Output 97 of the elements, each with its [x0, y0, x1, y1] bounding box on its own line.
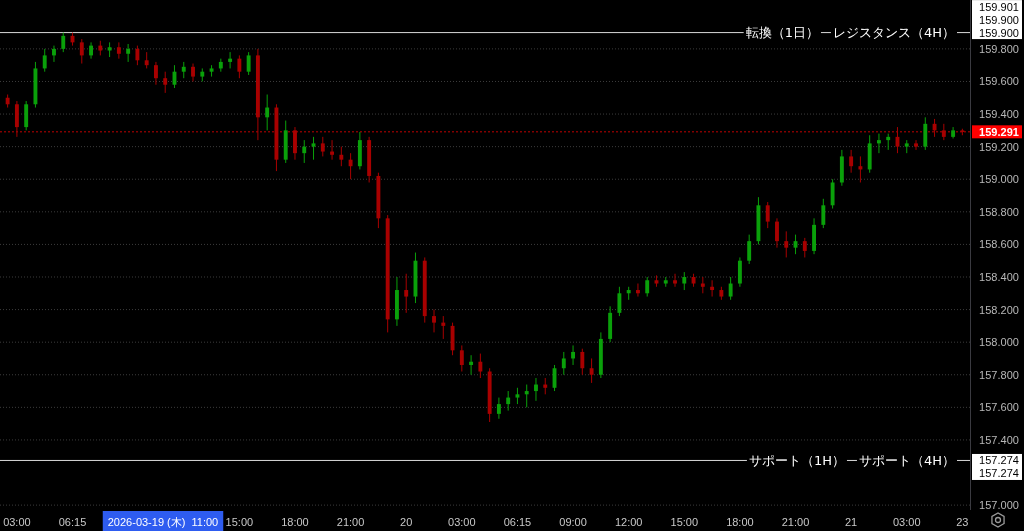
candlestick [580, 348, 585, 376]
candlestick [506, 390, 511, 412]
x-tick-label: 20 [400, 515, 413, 528]
candlestick [821, 198, 826, 229]
candlestick [858, 155, 863, 183]
candlestick [135, 45, 140, 66]
candlestick [923, 116, 928, 151]
candlestick [293, 126, 297, 161]
y-tick-label: 157.800 [979, 368, 1019, 381]
candlestick [79, 38, 84, 65]
y-tick-label: 157.000 [979, 499, 1019, 512]
candlestick [617, 286, 622, 317]
candlestick [163, 71, 168, 94]
candlestick [802, 237, 807, 258]
y-tick-label: 159.800 [979, 42, 1019, 55]
candlestick [441, 315, 446, 340]
candlestick [524, 384, 529, 408]
x-tick-label: 15:00 [225, 515, 254, 528]
candlestick [469, 354, 474, 376]
candlestick [246, 51, 251, 76]
x-tick-label: 09:00 [559, 515, 587, 528]
candlestick [265, 94, 270, 131]
candlestick [673, 273, 677, 288]
candlestick [728, 276, 733, 301]
candlestick [89, 41, 93, 60]
candlestick [561, 351, 566, 376]
text: 159.900 [979, 13, 1019, 26]
candlestick [571, 344, 575, 366]
text: 2026-03-19 (木) 11:00 [107, 515, 219, 528]
candlestick [126, 43, 131, 63]
x-tick-label: 06:15 [503, 515, 532, 528]
annotation: サポート（1H） [748, 452, 845, 468]
candlestick [459, 344, 464, 372]
candlestick [765, 201, 770, 229]
candlestick [830, 178, 835, 210]
text: 159.291 [979, 125, 1019, 138]
x-tick-label: 03:00 [892, 515, 921, 528]
x-tick-label: 21:00 [781, 515, 810, 528]
candlestick [747, 234, 752, 265]
candlestick [61, 32, 66, 53]
y-tick-label: 159.200 [979, 140, 1019, 153]
candlestick [534, 377, 538, 402]
candlestick [228, 51, 233, 69]
ref-line-label: レジスタンス（4H） [832, 25, 955, 41]
y-tick-label: 157.400 [979, 433, 1019, 446]
candlestick [849, 149, 854, 174]
candlestick [877, 133, 881, 154]
candlestick [154, 61, 158, 86]
x-tick-label: 21 [845, 515, 858, 528]
text: 157.274 [979, 454, 1019, 467]
y-tick-label: 158.600 [979, 238, 1019, 251]
candlestick [42, 48, 47, 73]
candlestick [237, 54, 242, 79]
ref-line-label: サポート（4H） [858, 452, 955, 468]
candlestick [302, 139, 307, 164]
candlestick [914, 139, 918, 151]
text: 159.901 [979, 0, 1019, 13]
y-tick-label: 159.000 [979, 173, 1019, 186]
y-tick-label: 159.400 [979, 108, 1019, 121]
candlestick [404, 273, 409, 314]
y-tick-label: 158.400 [979, 271, 1019, 283]
candlestick [710, 279, 715, 298]
y-tick-label: 158.000 [979, 336, 1019, 349]
candlestick [478, 353, 483, 379]
candlestick [330, 139, 334, 161]
x-tick-label: 06:15 [58, 515, 87, 528]
candlestick [645, 276, 650, 298]
x-tick-label: 18:00 [281, 515, 309, 528]
candlestick [339, 146, 344, 167]
candlestick [320, 136, 325, 157]
candlestick [116, 41, 121, 60]
candlestick [589, 357, 594, 384]
candlestick [496, 397, 501, 420]
text: 157.274 [979, 467, 1019, 480]
x-tick-label: 12:00 [614, 515, 643, 528]
candlestick [24, 100, 29, 131]
text: 159.900 [979, 26, 1019, 39]
y-tick-label: 159.600 [979, 75, 1019, 88]
candlestick [14, 100, 19, 138]
x-tick-label: 03:00 [448, 515, 476, 528]
x-tick-label: 03:00 [3, 515, 31, 528]
y-tick-label: 158.800 [979, 205, 1019, 218]
candlestick [784, 230, 789, 258]
candlestick [348, 152, 353, 180]
x-tick-label: 21:00 [336, 515, 365, 528]
candlestick [775, 217, 779, 249]
x-tick-label: 15:00 [670, 515, 699, 528]
y-tick-label: 158.200 [979, 303, 1019, 316]
candlestick [311, 136, 316, 161]
x-tick-label: 23 [956, 515, 969, 528]
candlestick [432, 309, 436, 333]
candlestick [636, 283, 640, 298]
x-tick-label: 18:00 [726, 515, 754, 528]
candlestick [737, 256, 742, 288]
annotation: 転換（1日） [745, 25, 819, 41]
y-tick-label: 157.600 [979, 401, 1019, 414]
candlestick [52, 45, 56, 63]
